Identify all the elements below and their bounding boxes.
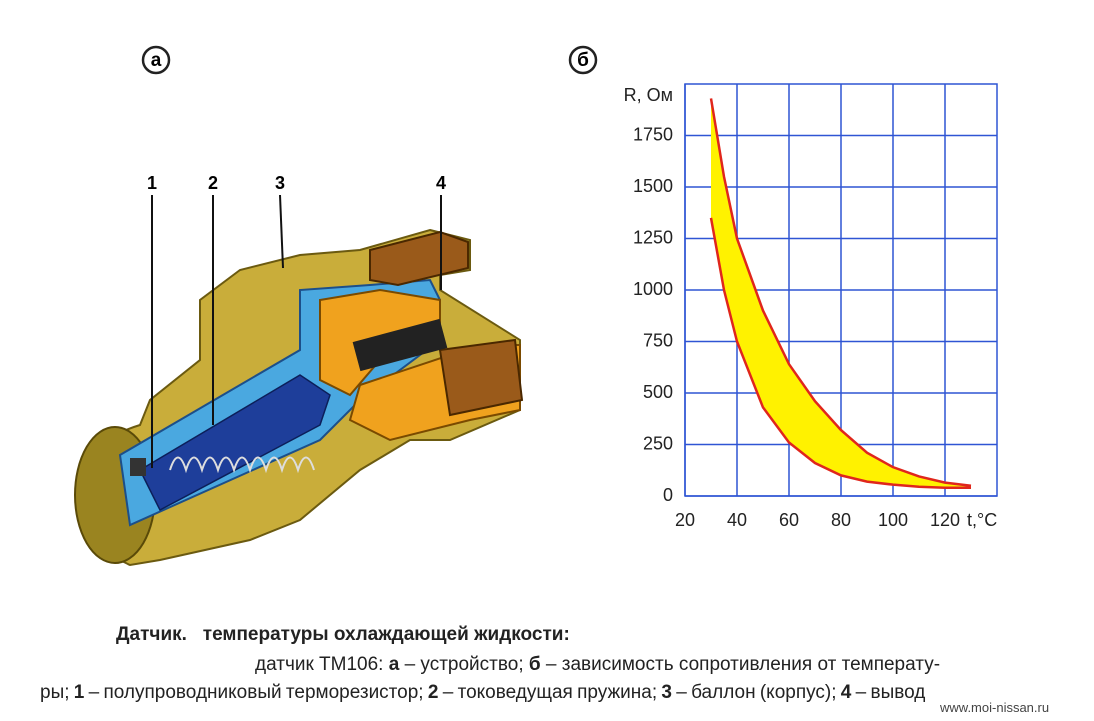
caption-text: – устройство; — [399, 654, 529, 675]
x-tick-label: 20 — [675, 510, 695, 530]
x-tick-label: 100 — [878, 510, 908, 530]
x-tick-label: 80 — [831, 510, 851, 530]
spring — [169, 456, 315, 474]
y-tick-label: 500 — [643, 382, 673, 402]
chart: 0 250 500 750 1000 1250 1500 1750 20 40 60 80 100 120… — [624, 83, 998, 530]
x-axis-label: t,°C — [967, 510, 997, 530]
panel-label: а — [151, 50, 162, 71]
terminal — [438, 338, 524, 417]
caption-text: – зависимость сопротивления от температу… — [540, 654, 941, 675]
caption-line: ры; 1 – полупроводниковый терморезистор;… — [40, 682, 925, 704]
x-tick-label: 60 — [779, 510, 799, 530]
part-label: 2 — [208, 173, 218, 193]
watermark: www.moi-nissan.ru — [940, 700, 1050, 715]
y-axis-label: R, Ом — [624, 85, 673, 105]
caption-text: – токоведущая пружина; — [438, 682, 662, 703]
sensor-drawing — [74, 228, 524, 567]
letter-circle — [141, 45, 171, 75]
y-tick-label: 1750 — [633, 124, 673, 144]
thermistor — [130, 458, 146, 476]
caption-text: – полупроводниковый терморезистор; — [84, 682, 428, 703]
part-label: 4 — [436, 173, 446, 193]
part-label: 3 — [275, 173, 285, 193]
y-tick-label: 1500 — [633, 176, 673, 196]
thermistor-cavity — [139, 374, 331, 512]
panel-label: б — [577, 50, 589, 71]
band-curve — [709, 217, 971, 490]
caption-text: 4 — [840, 682, 852, 703]
x-tick-label: 40 — [727, 510, 747, 530]
part-label: 1 — [147, 173, 157, 193]
caption-title: Датчик. температуры охлаждающей жидкости… — [116, 624, 570, 646]
y-tick-label: 750 — [643, 330, 673, 350]
figure: а б 1 2 3 4 0 250 500 750 1000 1250 1500 1750 20… — [74, 45, 998, 567]
caption-text: – вывод — [851, 682, 926, 703]
x-tick-label: 120 — [930, 510, 960, 530]
caption-text: – баллон (корпус); — [671, 682, 841, 703]
terminal — [369, 230, 469, 287]
band-fill — [711, 98, 971, 488]
y-tick-label: 250 — [643, 433, 673, 453]
leaders — [151, 194, 442, 468]
caption-text: температуры охлаждающей жидкости: — [202, 624, 570, 645]
caption-text: 1 — [73, 682, 85, 703]
caption-text: Датчик. — [116, 624, 187, 645]
caption-text: а — [388, 654, 400, 675]
band-curve — [709, 98, 972, 487]
contact — [352, 318, 448, 372]
caption-text: датчик ТМ106: — [255, 654, 389, 675]
y-tick-label: 1250 — [633, 227, 673, 247]
y-tick-label: 0 — [663, 485, 673, 505]
caption-text: б — [528, 654, 541, 675]
caption-text: 3 — [661, 682, 672, 703]
letter-circle — [568, 45, 598, 75]
caption-text: 2 — [427, 682, 439, 703]
caption-text: ры; — [40, 682, 74, 703]
caption-line: датчик ТМ106: а – устройство; б – зависи… — [255, 654, 940, 676]
y-tick-label: 1000 — [633, 279, 673, 299]
